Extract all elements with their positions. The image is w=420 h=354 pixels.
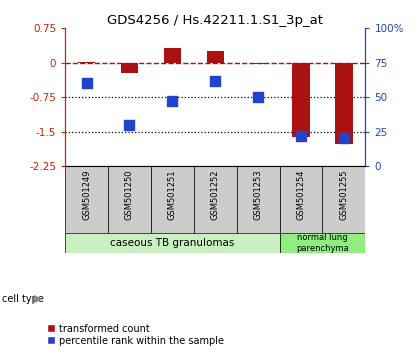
- Text: GSM501254: GSM501254: [297, 169, 305, 220]
- Bar: [194, 166, 237, 233]
- Bar: [280, 233, 365, 253]
- Point: [126, 122, 133, 127]
- Bar: [207, 51, 224, 63]
- Text: cell type: cell type: [2, 294, 44, 304]
- Bar: [121, 63, 138, 73]
- Bar: [151, 166, 194, 233]
- Bar: [335, 63, 352, 144]
- Bar: [323, 166, 365, 233]
- Point: [212, 78, 218, 84]
- Bar: [108, 166, 151, 233]
- Legend: transformed count, percentile rank within the sample: transformed count, percentile rank withi…: [47, 324, 223, 346]
- Title: GDS4256 / Hs.42211.1.S1_3p_at: GDS4256 / Hs.42211.1.S1_3p_at: [107, 14, 323, 27]
- Point: [255, 94, 262, 100]
- Text: GSM501252: GSM501252: [211, 169, 220, 220]
- Bar: [280, 166, 323, 233]
- Point: [341, 136, 347, 141]
- Point: [83, 81, 90, 86]
- Bar: [237, 166, 280, 233]
- Text: GSM501251: GSM501251: [168, 169, 177, 220]
- Bar: [78, 62, 95, 63]
- Bar: [249, 63, 267, 64]
- Text: GSM501250: GSM501250: [125, 169, 134, 220]
- Text: GSM501255: GSM501255: [339, 169, 349, 220]
- Bar: [292, 63, 310, 137]
- Point: [298, 133, 304, 138]
- Text: normal lung
parenchyma: normal lung parenchyma: [296, 234, 349, 253]
- Text: GSM501253: GSM501253: [254, 169, 262, 220]
- Text: caseous TB granulomas: caseous TB granulomas: [110, 238, 234, 248]
- Point: [169, 98, 176, 104]
- Bar: [164, 48, 181, 63]
- Text: ▶: ▶: [34, 294, 43, 304]
- Text: GSM501249: GSM501249: [82, 169, 91, 220]
- Bar: [65, 166, 108, 233]
- Bar: [65, 233, 280, 253]
